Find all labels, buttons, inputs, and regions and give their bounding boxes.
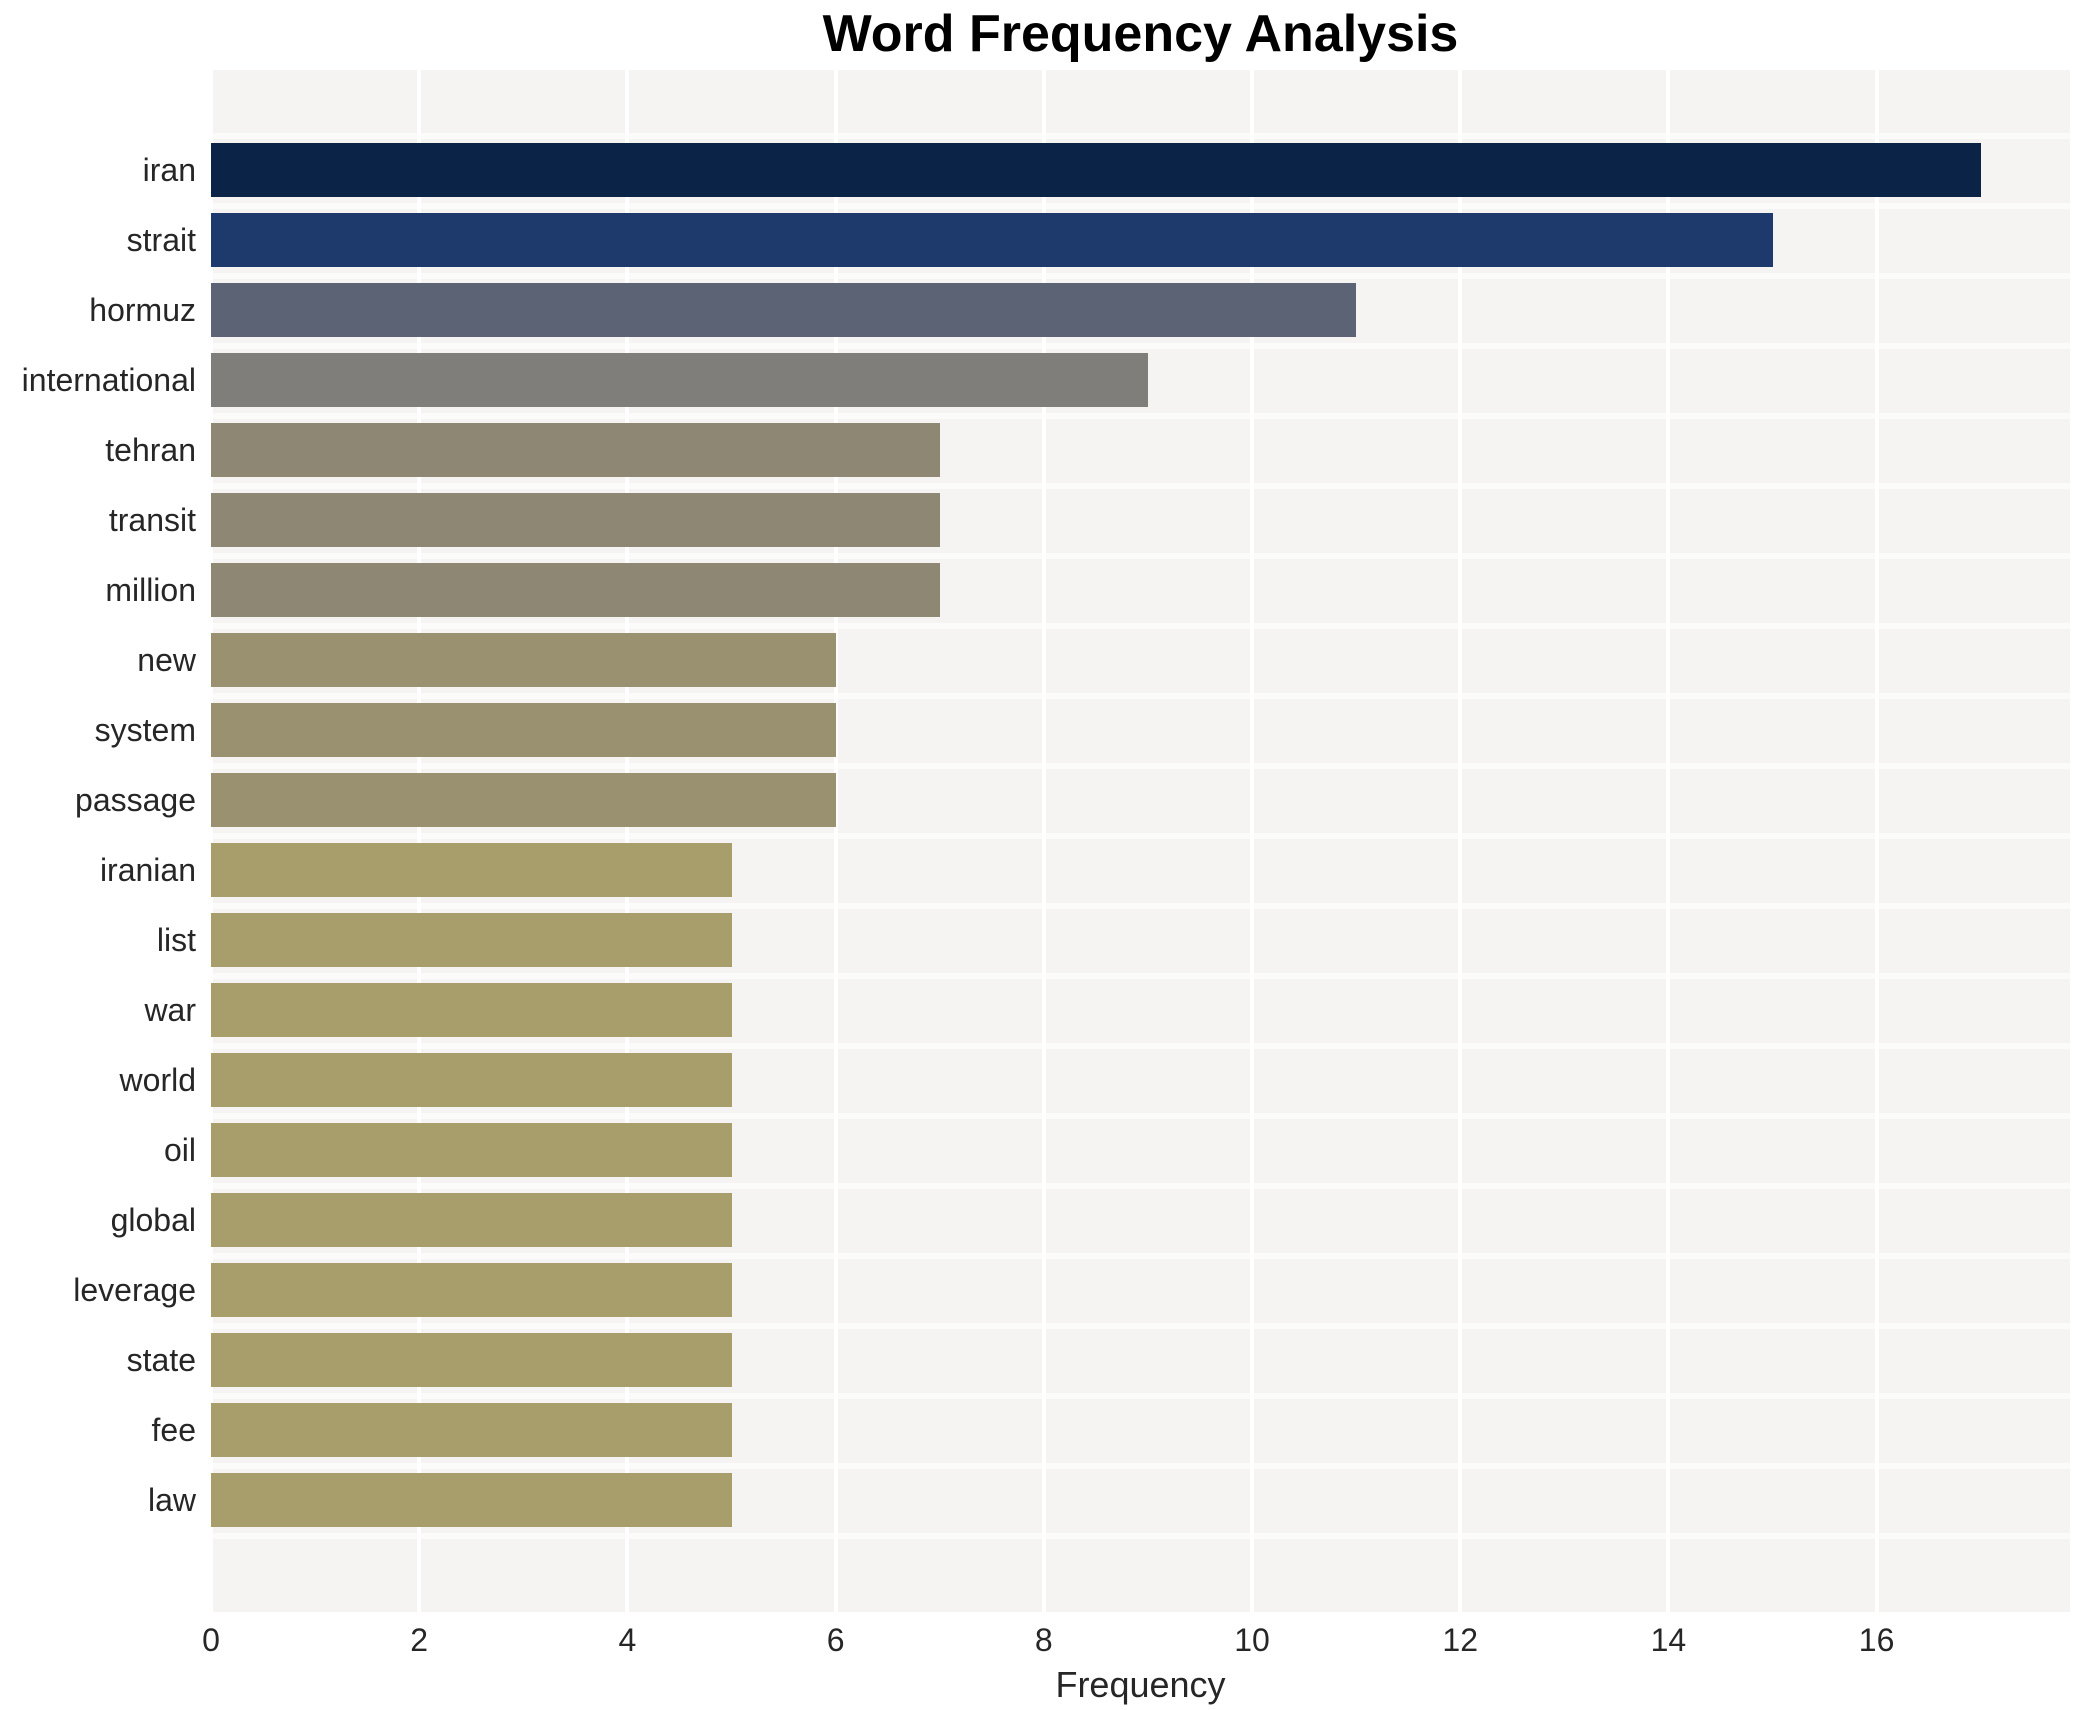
y-label-iranian: iranian [99,852,196,888]
row-separator [211,973,2070,979]
row-separator [211,1463,2070,1469]
x-tick-12: 12 [1442,1622,1478,1658]
bar-transit [211,493,940,547]
y-label-list: list [156,922,196,958]
x-tick-6: 6 [826,1622,845,1658]
bar-state [211,1333,732,1387]
row-separator [211,1533,2070,1539]
y-label-tehran: tehran [105,432,196,468]
y-label-passage: passage [75,782,196,818]
y-label-million: million [105,572,196,608]
y-label-fee: fee [151,1412,196,1448]
bar-fee [211,1403,732,1457]
bar-war [211,983,732,1037]
y-label-global: global [110,1202,196,1238]
bar-iranian [211,843,732,897]
x-tick-14: 14 [1650,1622,1687,1658]
bar-world [211,1053,732,1107]
row-separator [211,203,2070,209]
bar-global [211,1193,732,1247]
x-tick-10: 10 [1234,1622,1270,1658]
row-separator [211,833,2070,839]
bar-passage [211,773,836,827]
row-separator [211,1183,2070,1189]
y-label-world: world [119,1062,196,1098]
x-tick-16: 16 [1858,1622,1895,1658]
row-separator [211,903,2070,909]
chart-title: Word Frequency Analysis [822,5,1459,63]
plot-area [209,70,2070,1612]
bar-hormuz [211,283,1357,337]
bar-million [211,563,940,617]
x-gridline-12 [1458,70,1463,1612]
bar-law [211,1473,732,1527]
y-label-iran: iran [142,152,196,188]
y-label-leverage: leverage [73,1272,196,1308]
x-gridline-10 [1250,70,1254,1612]
bar-strait [211,213,1773,267]
row-separator [211,413,2070,419]
x-tick-8: 8 [1034,1622,1053,1658]
y-label-war: war [144,992,196,1028]
bar-list [211,913,732,967]
y-label-transit: transit [108,502,196,538]
row-separator [211,1043,2070,1049]
bar-tehran [211,423,940,477]
row-separator [211,133,2070,139]
row-separator [211,553,2070,559]
bar-international [211,353,1148,407]
y-label-oil: oil [163,1132,196,1168]
x-gridline-16 [1874,70,1879,1612]
bar-new [211,633,836,687]
row-separator [211,1323,2070,1329]
bar-iran [211,143,1981,197]
y-label-new: new [137,642,196,678]
row-separator [211,273,2070,279]
row-separator [211,1253,2070,1259]
row-separator [211,623,2070,629]
x-tick-4: 4 [618,1622,637,1658]
row-separator [211,1393,2070,1399]
x-gridline-6 [833,70,838,1612]
y-label-strait: strait [126,222,196,258]
row-separator [211,1113,2070,1119]
x-gridline-4 [625,70,630,1612]
y-label-international: international [21,362,196,398]
x-gridline-2 [417,70,422,1612]
bar-system [211,703,836,757]
y-label-system: system [94,712,196,748]
x-tick-0: 0 [202,1622,220,1658]
y-label-hormuz: hormuz [89,292,196,328]
x-axis-label: Frequency [1055,1664,1226,1705]
row-separator [211,693,2070,699]
x-tick-2: 2 [410,1622,429,1658]
row-separator [211,483,2070,489]
y-label-law: law [147,1482,196,1518]
x-gridline-8 [1041,70,1046,1612]
row-separator [211,343,2070,349]
y-label-state: state [126,1342,196,1378]
x-gridline-0 [209,70,213,1612]
row-separator [211,763,2070,769]
x-gridline-14 [1666,70,1671,1612]
bar-leverage [211,1263,732,1317]
bar-oil [211,1123,732,1177]
